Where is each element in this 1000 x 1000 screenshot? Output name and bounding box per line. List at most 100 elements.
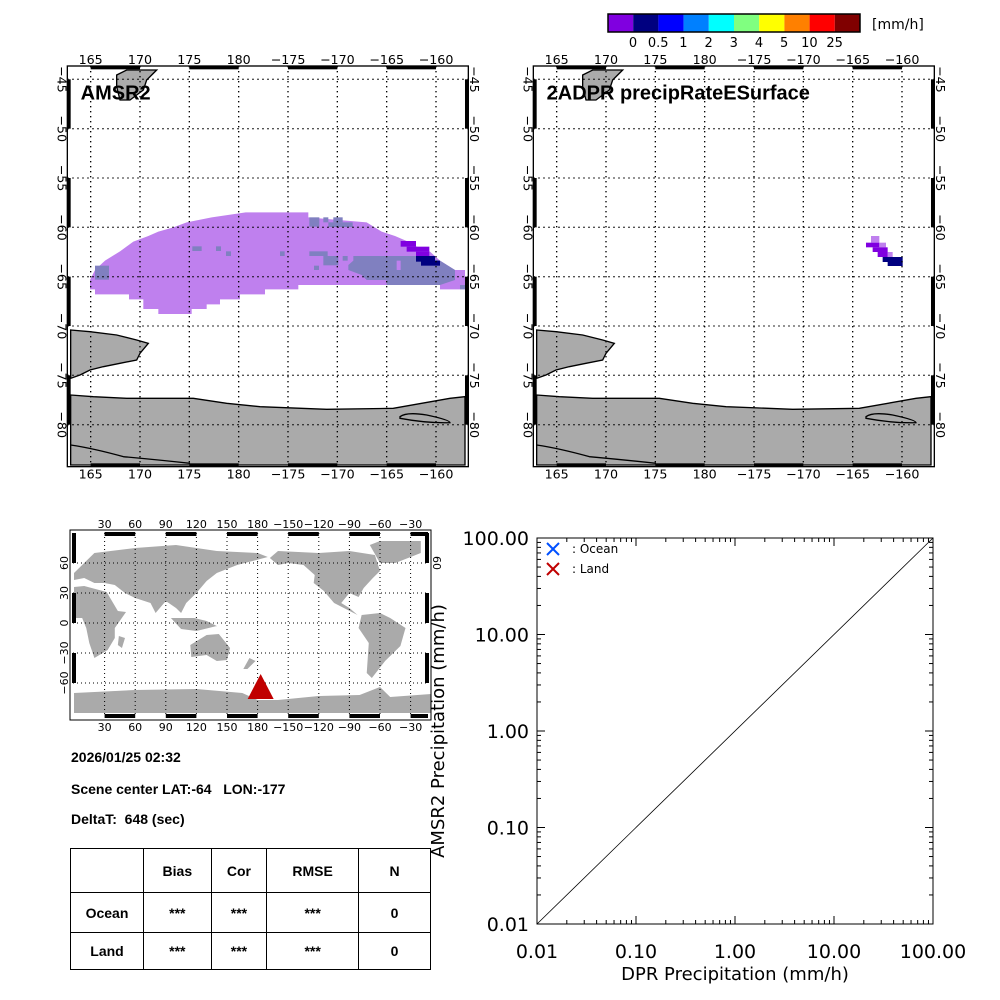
colorbar-swatch [809, 14, 835, 32]
lat-label-right: 60 [430, 556, 443, 570]
frame-bar [425, 653, 429, 683]
colorbar-label: 3 [730, 36, 738, 51]
frame-bar [464, 375, 469, 425]
lat-label-left: −75 [520, 362, 535, 389]
world-locator-map: 303060609090120120150150180180−150−150−1… [58, 518, 443, 734]
lat-label-left: −45 [54, 66, 69, 93]
colorbar-label: 0 [629, 36, 637, 51]
legend-marker-land [546, 562, 560, 576]
frame-bar [386, 463, 436, 467]
continent [74, 687, 431, 713]
cell-rmse: *** [266, 932, 359, 970]
colorbar-label: 5 [780, 36, 788, 51]
lon-label-bottom: −160 [885, 467, 920, 482]
x-tick-label: 0.10 [615, 941, 657, 963]
y-axis-label: AMSR2 Precipitation (mm/h) [428, 604, 449, 858]
lat-label-left: −55 [520, 165, 535, 192]
lon-label-top: 120 [186, 518, 207, 531]
y-tick-label: 0.10 [487, 818, 529, 840]
lon-label-bottom: 30 [98, 721, 112, 734]
continent [74, 586, 127, 658]
lon-label-top: 170 [594, 52, 618, 67]
y-tick-label: 10.00 [475, 625, 529, 647]
header-cor: Cor [210, 848, 268, 893]
lat-label-right: −80 [933, 411, 948, 438]
frame-bar [72, 653, 76, 683]
lon-label-top: −120 [304, 518, 334, 531]
lon-label-bottom: 175 [177, 467, 201, 482]
colorbar-label: 0.5 [648, 36, 669, 51]
frame-bar [753, 463, 804, 467]
lon-label-bottom: −60 [368, 721, 391, 734]
lon-label-top: 180 [693, 52, 717, 67]
frame-bar [930, 276, 935, 326]
lon-label-top: −165 [369, 52, 404, 67]
cell-n: 0 [358, 932, 431, 970]
lat-label-right: −50 [467, 115, 482, 142]
lon-label-bottom: 120 [186, 721, 207, 734]
frame-bar [227, 532, 258, 536]
lat-label-right: −65 [467, 263, 482, 290]
lon-label-bottom: 175 [643, 467, 667, 482]
continent [117, 636, 125, 648]
lat-label-left: −50 [520, 115, 535, 142]
lat-label-left: −80 [54, 411, 69, 438]
lon-label-bottom: −90 [338, 721, 361, 734]
x-tick-label: 1.00 [714, 941, 756, 963]
x-axis-label: DPR Precipitation (mm/h) [621, 964, 849, 985]
lat-label-right: −65 [933, 263, 948, 290]
frame-bar [464, 276, 469, 326]
precip-field [865, 235, 903, 266]
continent [269, 551, 380, 615]
frame-bar [349, 714, 380, 718]
delta-time-text: DeltaT: 648 (sec) [71, 811, 185, 827]
frame-bar [104, 714, 136, 718]
frame-bar [67, 375, 71, 425]
lon-label-top: −30 [399, 518, 422, 531]
colorbar-label: 1 [679, 36, 687, 51]
colorbar-swatch [759, 14, 785, 32]
lon-label-top: 30 [98, 518, 112, 531]
lat-label-right: −55 [467, 165, 482, 192]
lon-label-bottom: −175 [271, 467, 306, 482]
lon-label-bottom: 165 [545, 467, 569, 482]
lon-label-top: 175 [643, 52, 667, 67]
colorbar-frame [607, 13, 861, 33]
continent [190, 634, 231, 661]
map-frame [532, 65, 935, 468]
frame-bar [90, 65, 140, 70]
x-tick-label: 0.01 [516, 941, 558, 963]
lon-label-top: 165 [79, 52, 103, 67]
colorbar-swatch [734, 14, 760, 32]
lon-label-top: 90 [159, 518, 173, 531]
table-header-row: Bias Cor RMSE N [70, 848, 431, 893]
frame-bar [410, 532, 428, 536]
legend-label: : Ocean [572, 542, 618, 556]
frame-bar [533, 276, 537, 326]
lon-label-bottom: −165 [369, 467, 404, 482]
continent [369, 541, 421, 563]
cell-n: 0 [358, 892, 431, 933]
lat-label-left: −60 [58, 671, 71, 694]
lat-label-right: −45 [467, 66, 482, 93]
lon-label-bottom: 180 [227, 467, 251, 482]
frame-bar [425, 533, 429, 563]
frame-bar [533, 79, 537, 129]
lat-label-right: −70 [933, 313, 948, 340]
lon-label-top: −175 [737, 52, 772, 67]
frame-bar [930, 79, 935, 129]
colorbar-swatch [683, 14, 709, 32]
legend-marker-ocean [546, 542, 560, 556]
dpr-map: 165 165 170 170 175 175 180 180 −175 −175 −170 −170… [520, 52, 948, 482]
lat-label-right: −60 [933, 214, 948, 241]
colorbar-swatch [608, 14, 634, 32]
map-title-dpr: 2ADPR precipRateESurface [547, 82, 810, 104]
lat-label-left: −65 [520, 263, 535, 290]
cell-bias: *** [143, 932, 212, 970]
frame-bar [533, 375, 537, 425]
continent [74, 545, 268, 613]
lon-label-bottom: 180 [693, 467, 717, 482]
frame-bar [227, 714, 258, 718]
frame-bar [556, 463, 606, 467]
stats-table: Bias Cor RMSE N Ocean *** *** *** 0 Land… [70, 848, 431, 970]
